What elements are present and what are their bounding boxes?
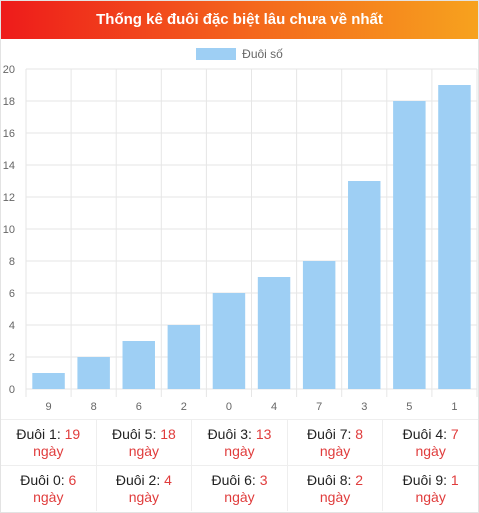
stats-table: Đuôi 1: 19 ngày Đuôi 5: 18 ngày Đuôi 3: … — [1, 419, 478, 511]
stat-label: Đuôi 0: — [20, 472, 65, 488]
stat-unit: ngày — [319, 489, 351, 505]
stat-value: 2 — [355, 472, 364, 488]
stat-value: 13 — [255, 426, 272, 442]
stat-unit: ngày — [128, 489, 160, 505]
stat-cell: Đuôi 3: 13 ngày — [192, 419, 288, 465]
stat-label: Đuôi 1: — [16, 426, 61, 442]
stat-label: Đuôi 3: — [207, 426, 252, 442]
bar — [302, 261, 336, 389]
y-tick-label: 12 — [3, 192, 15, 204]
x-tick-label: 5 — [406, 401, 412, 413]
stat-value: 19 — [64, 426, 81, 442]
stat-label: Đuôi 9: — [402, 472, 447, 488]
stat-label: Đuôi 5: — [111, 426, 157, 442]
chart-area: Đuôi số 0 2 4 6 8 10 12 14 16 18 20 9 8 6 2 0 4 7 3 5 1 — [1, 39, 478, 419]
stat-unit: ngày — [128, 443, 160, 459]
x-tick-label: 8 — [91, 401, 97, 413]
y-tick-label: 18 — [3, 96, 15, 108]
x-tick-label: 7 — [316, 401, 322, 413]
y-tick-label: 6 — [9, 288, 15, 300]
y-tick-label: 20 — [3, 64, 15, 76]
stat-unit: ngày — [415, 443, 446, 459]
bar — [348, 181, 381, 389]
stat-label: Đuôi 4: — [402, 426, 447, 442]
stat-label: Đuôi 7: — [307, 426, 352, 442]
bar — [257, 277, 291, 389]
bar — [122, 341, 155, 389]
legend-swatch — [196, 47, 237, 60]
stat-cell: Đuôi 0: 6 ngày — [1, 465, 97, 511]
legend-label: Đuôi số — [242, 46, 283, 61]
bar — [212, 293, 246, 389]
x-tick-label: 2 — [181, 401, 187, 413]
stat-value: 3 — [259, 472, 268, 488]
stats-row: Đuôi 1: 19 ngày Đuôi 5: 18 ngày Đuôi 3: … — [1, 419, 478, 465]
stat-unit: ngày — [415, 489, 446, 505]
bar — [32, 373, 65, 389]
stat-cell: Đuôi 5: 18 ngày — [96, 419, 193, 465]
x-tick-label: 4 — [271, 401, 277, 413]
stat-cell: Đuôi 2: 4 ngày — [96, 465, 193, 511]
x-tick-label: 6 — [136, 401, 142, 413]
stats-row: Đuôi 0: 6 ngày Đuôi 2: 4 ngày Đuôi 6: 3 … — [1, 465, 478, 511]
stat-cell: Đuôi 4: 7 ngày — [383, 419, 478, 465]
stat-cell: Đuôi 9: 1 ngày — [383, 465, 478, 511]
stat-value: 18 — [160, 426, 176, 442]
x-tick-label: 9 — [45, 401, 51, 413]
stat-value: 8 — [355, 426, 364, 442]
y-tick-label: 2 — [9, 352, 15, 364]
stat-unit: ngày — [319, 443, 351, 459]
stat-label: Đuôi 8: — [307, 472, 352, 488]
stat-value: 1 — [450, 472, 459, 488]
stat-unit: ngày — [224, 489, 255, 505]
stat-cell: Đuôi 7: 8 ngày — [287, 419, 384, 465]
stat-unit: ngày — [33, 489, 64, 505]
bar — [393, 101, 426, 389]
y-tick-label: 8 — [9, 256, 15, 268]
stat-value: 7 — [450, 426, 459, 442]
stat-unit: ngày — [33, 443, 64, 459]
y-tick-label: 16 — [3, 128, 15, 140]
stat-cell: Đuôi 8: 2 ngày — [287, 465, 384, 511]
widget-title: Thống kê đuôi đặc biệt lâu chưa về nhất — [1, 1, 478, 39]
stat-value: 4 — [164, 472, 172, 488]
stat-label: Đuôi 2: — [115, 472, 161, 488]
x-tick-label: 1 — [451, 401, 457, 413]
chart-legend[interactable]: Đuôi số — [1, 46, 478, 61]
stat-label: Đuôi 6: — [211, 472, 256, 488]
x-tick-label: 3 — [361, 401, 367, 413]
stat-cell: Đuôi 6: 3 ngày — [192, 465, 288, 511]
stat-unit: ngày — [224, 443, 255, 459]
bar — [167, 325, 201, 389]
y-tick-label: 4 — [9, 320, 15, 332]
x-tick-label: 0 — [226, 401, 232, 413]
y-tick-label: 14 — [3, 160, 15, 172]
stat-value: 6 — [68, 472, 77, 488]
bar — [438, 85, 471, 389]
bar — [77, 357, 110, 389]
y-tick-label: 0 — [9, 384, 15, 396]
y-tick-label: 10 — [3, 224, 15, 236]
stat-cell: Đuôi 1: 19 ngày — [1, 419, 97, 465]
